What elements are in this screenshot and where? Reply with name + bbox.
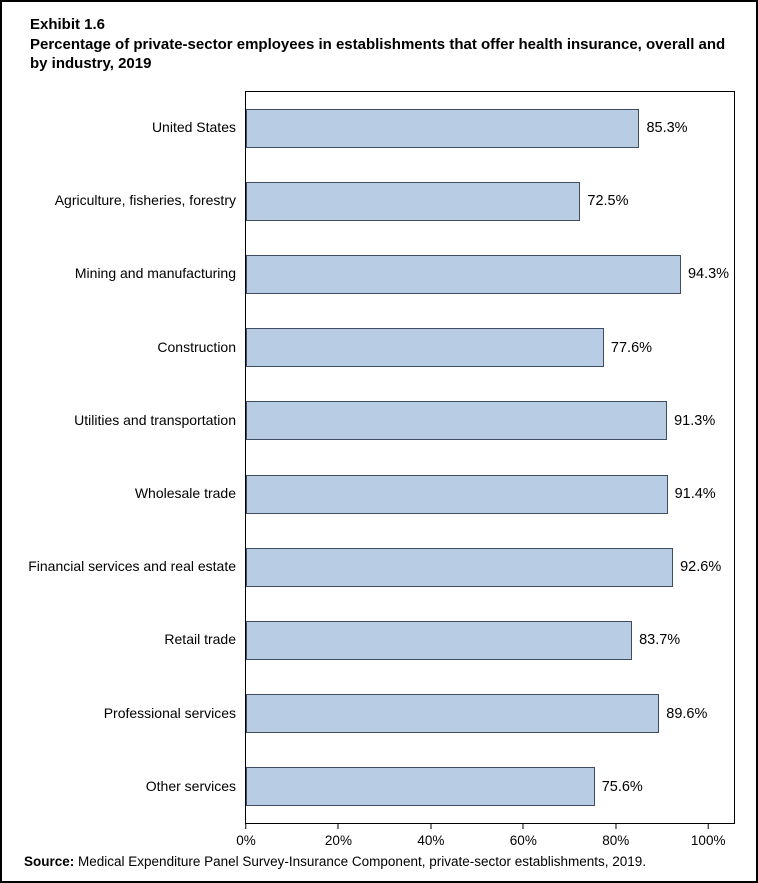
category-labels: United States Agriculture, fisheries, for…	[2, 91, 245, 825]
bar-value-label: 91.4%	[674, 486, 716, 503]
source-label: Source:	[24, 854, 75, 869]
x-tick-label: 0%	[236, 833, 256, 849]
category-label: Utilities and transportation	[74, 411, 236, 428]
category-label: Financial services and real estate	[28, 558, 236, 575]
category-label: Professional services	[103, 704, 236, 721]
x-tick-mark	[615, 824, 617, 830]
source-note: Source: Medical Expenditure Panel Survey…	[24, 854, 646, 869]
x-tick-label: 60%	[509, 833, 537, 849]
x-tick: 40%	[417, 824, 444, 848]
bar-row: 92.6%	[246, 531, 734, 604]
x-tick-mark	[522, 824, 524, 830]
x-axis: 0% 20% 40% 60% 80% 100%	[236, 824, 735, 860]
bar-row: 89.6%	[246, 677, 734, 750]
bar-value-label: 83.7%	[639, 632, 681, 649]
x-tick: 80%	[602, 824, 629, 848]
x-tick: 20%	[325, 824, 352, 848]
x-tick-mark	[337, 824, 339, 830]
x-tick-label: 20%	[324, 833, 352, 849]
bar	[246, 401, 668, 441]
x-tick-label: 80%	[602, 833, 630, 849]
plot-area: 85.3% 72.5% 94.3% 77.6% 91.3% 91.4% 92.6% 83.7%…	[245, 90, 735, 825]
bar-row: 85.3%	[246, 92, 734, 165]
x-tick: 0%	[236, 824, 256, 848]
bar-value-label: 94.3%	[687, 266, 730, 283]
bar-row: 94.3%	[246, 238, 734, 311]
bar-row: 72.5%	[246, 165, 734, 238]
chart-title: Percentage of private-sector employees i…	[30, 35, 726, 73]
bar	[246, 474, 668, 514]
x-tick: 60%	[510, 824, 537, 848]
category-label: Mining and manufacturing	[74, 265, 236, 282]
bar-row: 77.6%	[246, 311, 734, 384]
category-label: Retail trade	[164, 631, 236, 648]
category-label: Agriculture, fisheries, forestry	[54, 192, 236, 209]
bar-value-label: 91.3%	[674, 412, 716, 429]
bar-value-label: 77.6%	[610, 339, 653, 356]
category-label: Wholesale trade	[134, 485, 236, 502]
bar-row: 91.4%	[246, 457, 734, 530]
x-tick-label: 40%	[417, 833, 445, 849]
x-tick-mark	[430, 824, 432, 830]
bar	[246, 254, 681, 294]
bar	[246, 547, 674, 587]
bar	[246, 620, 633, 660]
bar	[246, 328, 604, 368]
bar	[246, 694, 660, 734]
exhibit-number: Exhibit 1.6	[30, 16, 106, 33]
bar-row: 75.6%	[246, 750, 734, 823]
bar	[246, 767, 595, 807]
bar-row: 83.7%	[246, 604, 734, 677]
category-label: United States	[151, 119, 236, 136]
bar-value-label: 85.3%	[646, 120, 688, 137]
bar-row: 91.3%	[246, 384, 734, 457]
bar-value-label: 72.5%	[587, 193, 629, 210]
category-label: Other services	[145, 777, 236, 794]
bar	[246, 108, 640, 148]
x-tick-mark	[245, 824, 247, 830]
x-tick-label: 100%	[690, 833, 726, 849]
x-tick-mark	[707, 824, 709, 830]
bar-value-label: 75.6%	[601, 778, 643, 795]
source-text: Medical Expenditure Panel Survey-Insuran…	[74, 854, 647, 869]
x-tick: 100%	[690, 824, 726, 849]
category-label: Construction	[157, 338, 236, 355]
bar	[246, 181, 581, 221]
title-block: Exhibit 1.6 Percentage of private-sector…	[2, 2, 756, 74]
bar-value-label: 92.6%	[680, 559, 722, 576]
bar-value-label: 89.6%	[666, 705, 708, 722]
bar-chart: United States Agriculture, fisheries, for…	[2, 90, 735, 825]
